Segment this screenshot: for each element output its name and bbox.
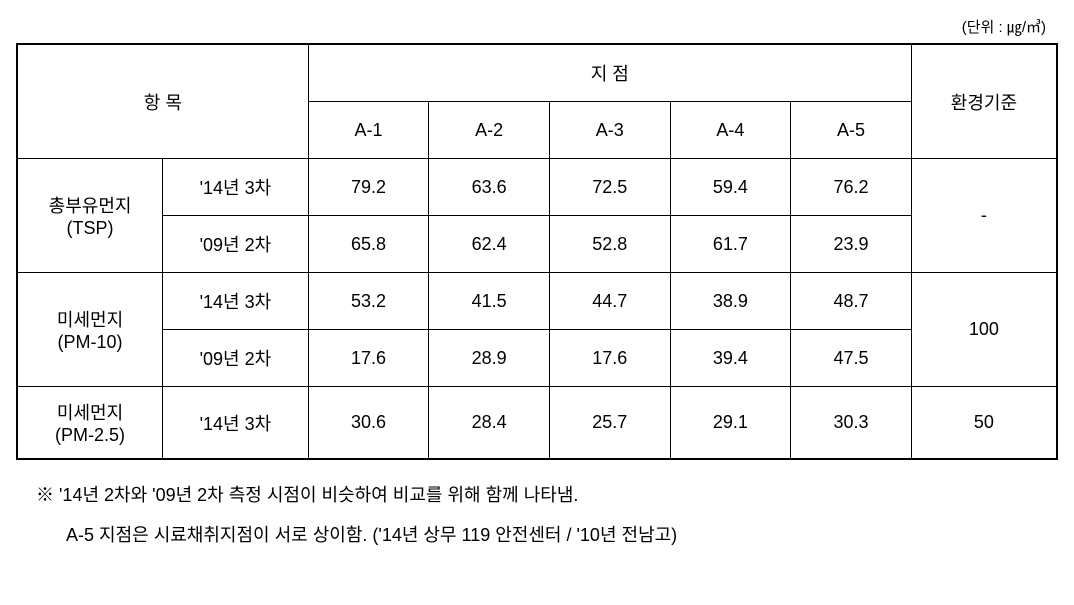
row-period: '09년 2차 [163, 216, 309, 273]
data-table: 항 목 지 점 환경기준 A-1 A-2 A-3 A-4 A-5 총부유먼지(T… [16, 43, 1058, 460]
row-name-pm10: 미세먼지(PM-10) [17, 273, 163, 387]
row-period: '14년 3차 [163, 273, 309, 330]
cell-value: 30.6 [308, 387, 429, 460]
header-point-a4: A-4 [670, 102, 791, 159]
cell-value: 47.5 [791, 330, 912, 387]
cell-value: 48.7 [791, 273, 912, 330]
cell-value: 79.2 [308, 159, 429, 216]
table-row: '09년 2차 17.6 28.9 17.6 39.4 47.5 [17, 330, 1057, 387]
cell-value: 25.7 [549, 387, 670, 460]
cell-standard: - [911, 159, 1057, 273]
unit-label: (단위 : ㎍/㎥) [16, 16, 1058, 37]
row-period: '14년 3차 [163, 387, 309, 460]
note-line-2: A-5 지점은 시료채취지점이 서로 상이함. ('14년 상무 119 안전센… [36, 516, 1058, 556]
row-period: '14년 3차 [163, 159, 309, 216]
header-standard: 환경기준 [911, 44, 1057, 159]
header-point-a2: A-2 [429, 102, 550, 159]
table-row: 총부유먼지(TSP) '14년 3차 79.2 63.6 72.5 59.4 7… [17, 159, 1057, 216]
cell-value: 44.7 [549, 273, 670, 330]
header-point-a1: A-1 [308, 102, 429, 159]
header-item: 항 목 [17, 44, 308, 159]
cell-value: 29.1 [670, 387, 791, 460]
cell-value: 72.5 [549, 159, 670, 216]
cell-value: 41.5 [429, 273, 550, 330]
cell-value: 63.6 [429, 159, 550, 216]
row-name-pm25: 미세먼지(PM-2.5) [17, 387, 163, 460]
table-row: 미세먼지(PM-10) '14년 3차 53.2 41.5 44.7 38.9 … [17, 273, 1057, 330]
table-row: '09년 2차 65.8 62.4 52.8 61.7 23.9 [17, 216, 1057, 273]
note-line-1: ※ '14년 2차와 '09년 2차 측정 시점이 비슷하여 비교를 위해 함께… [36, 476, 1058, 516]
cell-value: 65.8 [308, 216, 429, 273]
cell-value: 28.9 [429, 330, 550, 387]
header-point: 지 점 [308, 44, 911, 102]
cell-value: 61.7 [670, 216, 791, 273]
table-row: 미세먼지(PM-2.5) '14년 3차 30.6 28.4 25.7 29.1… [17, 387, 1057, 460]
cell-value: 30.3 [791, 387, 912, 460]
cell-value: 76.2 [791, 159, 912, 216]
header-point-a3: A-3 [549, 102, 670, 159]
cell-value: 53.2 [308, 273, 429, 330]
cell-value: 23.9 [791, 216, 912, 273]
cell-value: 59.4 [670, 159, 791, 216]
cell-value: 17.6 [308, 330, 429, 387]
cell-standard: 50 [911, 387, 1057, 460]
notes-section: ※ '14년 2차와 '09년 2차 측정 시점이 비슷하여 비교를 위해 함께… [16, 476, 1058, 555]
cell-value: 28.4 [429, 387, 550, 460]
cell-value: 17.6 [549, 330, 670, 387]
cell-value: 38.9 [670, 273, 791, 330]
header-point-a5: A-5 [791, 102, 912, 159]
cell-value: 39.4 [670, 330, 791, 387]
cell-standard: 100 [911, 273, 1057, 387]
cell-value: 52.8 [549, 216, 670, 273]
row-name-tsp: 총부유먼지(TSP) [17, 159, 163, 273]
row-period: '09년 2차 [163, 330, 309, 387]
cell-value: 62.4 [429, 216, 550, 273]
